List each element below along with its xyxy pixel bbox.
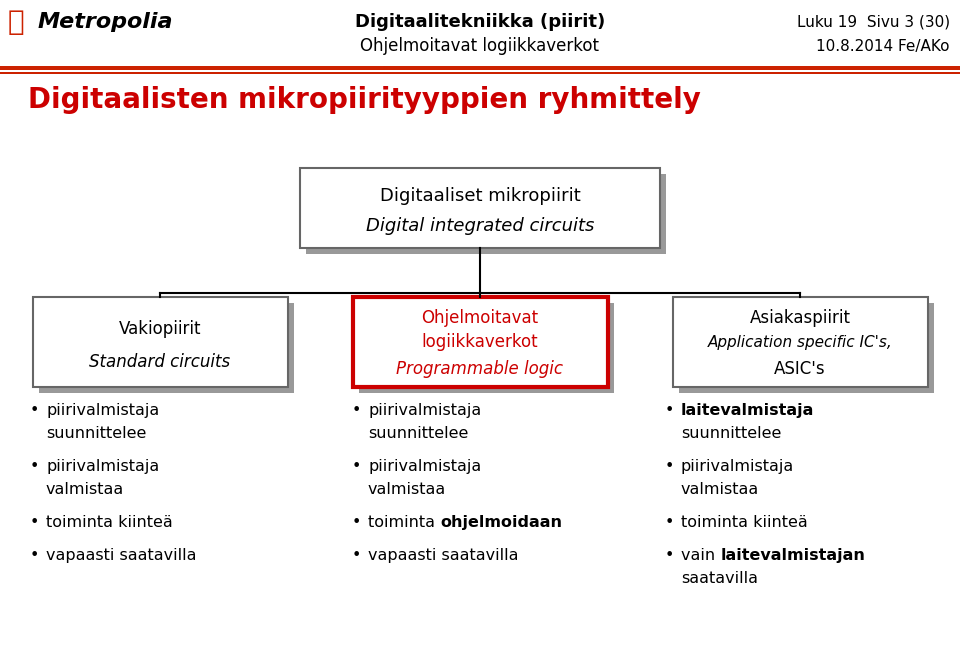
Bar [38,303,294,393]
Text: Luku 19  Sivu 3 (30): Luku 19 Sivu 3 (30) [797,15,950,29]
Bar [33,297,287,387]
Text: 🌀: 🌀 [8,8,25,36]
Text: 10.8.2014 Fe/AKo: 10.8.2014 Fe/AKo [817,39,950,53]
Text: Application specific IC's,: Application specific IC's, [708,334,893,350]
Text: Standard circuits: Standard circuits [89,353,230,371]
Text: valmistaa: valmistaa [681,482,759,497]
Text: piirivalmistaja: piirivalmistaja [46,459,159,474]
Text: vapaasti saatavilla: vapaasti saatavilla [46,548,197,563]
Text: ohjelmoidaan: ohjelmoidaan [440,515,563,530]
Text: •: • [352,515,361,530]
Text: •: • [352,548,361,563]
Text: vapaasti saatavilla: vapaasti saatavilla [368,548,518,563]
Text: laitevalmistajan: laitevalmistajan [720,548,865,563]
Bar [0,72,960,74]
Bar [306,174,666,254]
Text: Vakiopiirit: Vakiopiirit [119,319,202,338]
Text: saatavilla: saatavilla [681,571,758,586]
Text: •: • [665,403,674,418]
Text: •: • [30,548,39,563]
Text: piirivalmistaja: piirivalmistaja [368,459,481,474]
Text: •: • [30,403,39,418]
Text: •: • [30,459,39,474]
Text: Digital integrated circuits: Digital integrated circuits [366,217,594,235]
Bar [0,0,960,68]
Text: Digitaalitekniikka (piirit): Digitaalitekniikka (piirit) [355,13,605,31]
Text: vain: vain [681,548,720,563]
Text: •: • [352,403,361,418]
Text: valmistaa: valmistaa [46,482,124,497]
Text: toiminta: toiminta [368,515,440,530]
Text: suunnittelee: suunnittelee [46,426,146,441]
Bar [0,66,960,70]
Text: toiminta kiinteä: toiminta kiinteä [681,515,807,530]
Text: Programmable logic: Programmable logic [396,360,564,378]
Text: •: • [30,515,39,530]
Bar [300,168,660,248]
Text: Ohjelmoitavat: Ohjelmoitavat [421,309,539,327]
Text: piirivalmistaja: piirivalmistaja [681,459,794,474]
Text: toiminta kiinteä: toiminta kiinteä [46,515,173,530]
Text: •: • [665,515,674,530]
Text: Digitaaliset mikropiirit: Digitaaliset mikropiirit [379,187,581,205]
Text: suunnittelee: suunnittelee [681,426,781,441]
Text: ASIC's: ASIC's [774,360,826,378]
Bar [358,303,613,393]
Bar [673,297,927,387]
Text: valmistaa: valmistaa [368,482,446,497]
Text: suunnittelee: suunnittelee [368,426,468,441]
Text: Metropolia: Metropolia [38,12,174,32]
Bar [352,297,608,387]
Text: Asiakaspiirit: Asiakaspiirit [750,309,851,327]
Text: •: • [352,459,361,474]
Text: Digitaalisten mikropiirityyppien ryhmittely: Digitaalisten mikropiirityyppien ryhmitt… [28,86,701,114]
Text: laitevalmistaja: laitevalmistaja [681,403,814,418]
Text: •: • [665,459,674,474]
Text: piirivalmistaja: piirivalmistaja [46,403,159,418]
Text: Ohjelmoitavat logiikkaverkot: Ohjelmoitavat logiikkaverkot [361,37,599,55]
Text: logiikkaverkot: logiikkaverkot [421,333,539,351]
Bar [679,303,933,393]
Text: piirivalmistaja: piirivalmistaja [368,403,481,418]
Text: •: • [665,548,674,563]
